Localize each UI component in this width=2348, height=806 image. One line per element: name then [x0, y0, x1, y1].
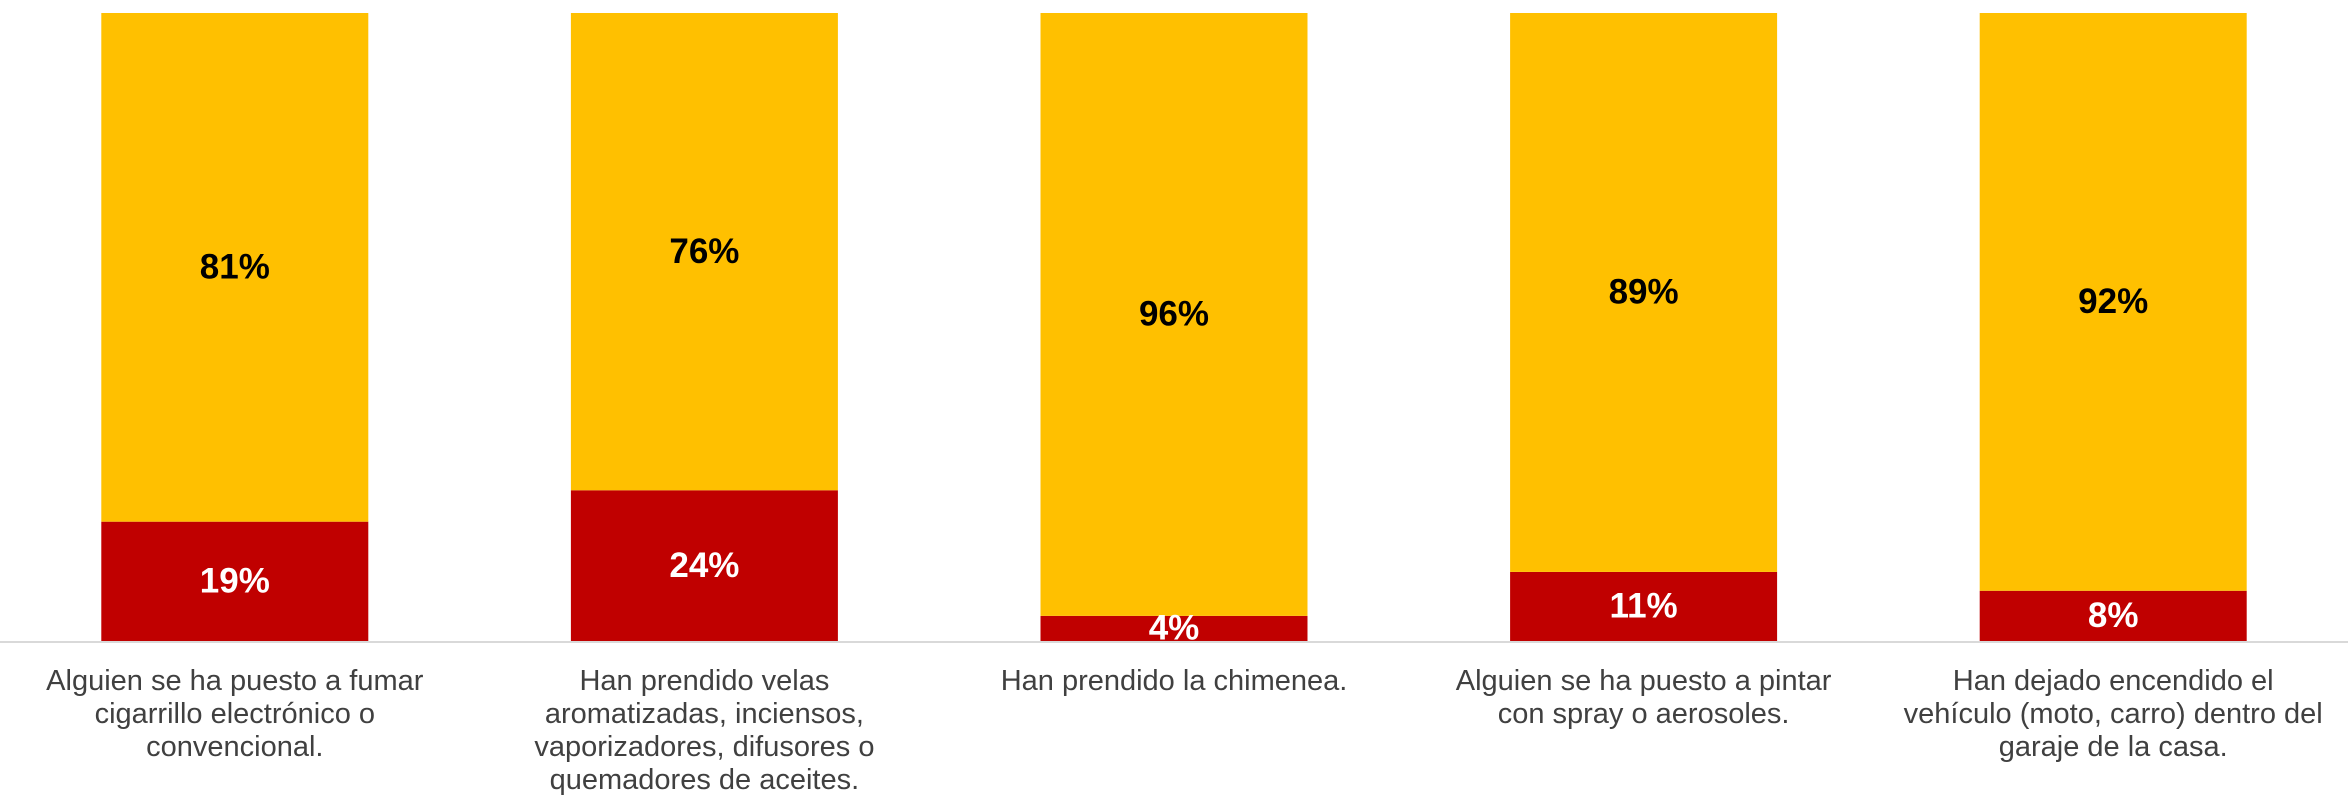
- bar-segment-5-1: [1979, 590, 2247, 641]
- category-label-line: vehículo (moto, carro) dentro del: [1904, 698, 2323, 730]
- data-label-2-1: 24%: [669, 546, 739, 585]
- bars-layer: [101, 13, 2247, 641]
- category-label-1: Alguien se ha puesto a fumar cigarrillo e…: [46, 665, 424, 763]
- bar-segment-5-2: [1979, 13, 2247, 591]
- data-label-2-2: 76%: [669, 232, 739, 271]
- category-label-line: convencional.: [146, 731, 323, 763]
- bar-segment-4-1: [1510, 571, 1778, 641]
- data-label-3-2: 96%: [1139, 295, 1209, 334]
- bar-segment-3-1: [1040, 615, 1308, 641]
- category-label-5: Han dejado encendido el vehículo (moto, c…: [1904, 665, 2323, 763]
- category-label-line: aromatizadas, inciensos,: [545, 698, 864, 730]
- category-label-line: con spray o aerosoles.: [1498, 698, 1790, 730]
- bar-segment-3-2: [1040, 13, 1308, 616]
- data-label-1-1: 19%: [200, 562, 270, 601]
- category-label-line: Alguien se ha puesto a pintar: [1456, 665, 1832, 697]
- category-label-3: Han prendido la chimenea.: [1001, 665, 1348, 697]
- category-labels-layer: Alguien se ha puesto a fumar cigarrillo e…: [46, 665, 2323, 796]
- bar-segment-4-2: [1510, 13, 1778, 572]
- bar-segment-1-1: [101, 521, 369, 641]
- category-label-line: quemadores de aceites.: [550, 764, 860, 796]
- category-label-line: cigarrillo electrónico o: [95, 698, 375, 730]
- data-label-5-2: 92%: [2078, 282, 2148, 321]
- category-label-line: vaporizadores, difusores o: [534, 731, 874, 763]
- data-label-4-1: 11%: [1610, 587, 1678, 626]
- category-label-line: garaje de la casa.: [1999, 731, 2228, 763]
- bar-segment-1-2: [101, 13, 369, 522]
- data-label-5-1: 8%: [2088, 596, 2139, 635]
- data-label-1-2: 81%: [200, 248, 270, 287]
- category-label-4: Alguien se ha puesto a pintar con spray o…: [1456, 665, 1832, 730]
- category-label-line: Han prendido velas: [579, 665, 829, 697]
- bar-segment-2-2: [570, 13, 838, 491]
- bar-segment-2-1: [570, 490, 838, 641]
- category-label-2: Han prendido velas aromatizadas, incienso…: [534, 665, 874, 796]
- category-label-line: Han prendido la chimenea.: [1001, 665, 1348, 697]
- data-label-4-2: 89%: [1609, 273, 1679, 312]
- category-label-line: Han dejado encendido el: [1953, 665, 2274, 697]
- category-label-line: Alguien se ha puesto a fumar: [46, 665, 424, 697]
